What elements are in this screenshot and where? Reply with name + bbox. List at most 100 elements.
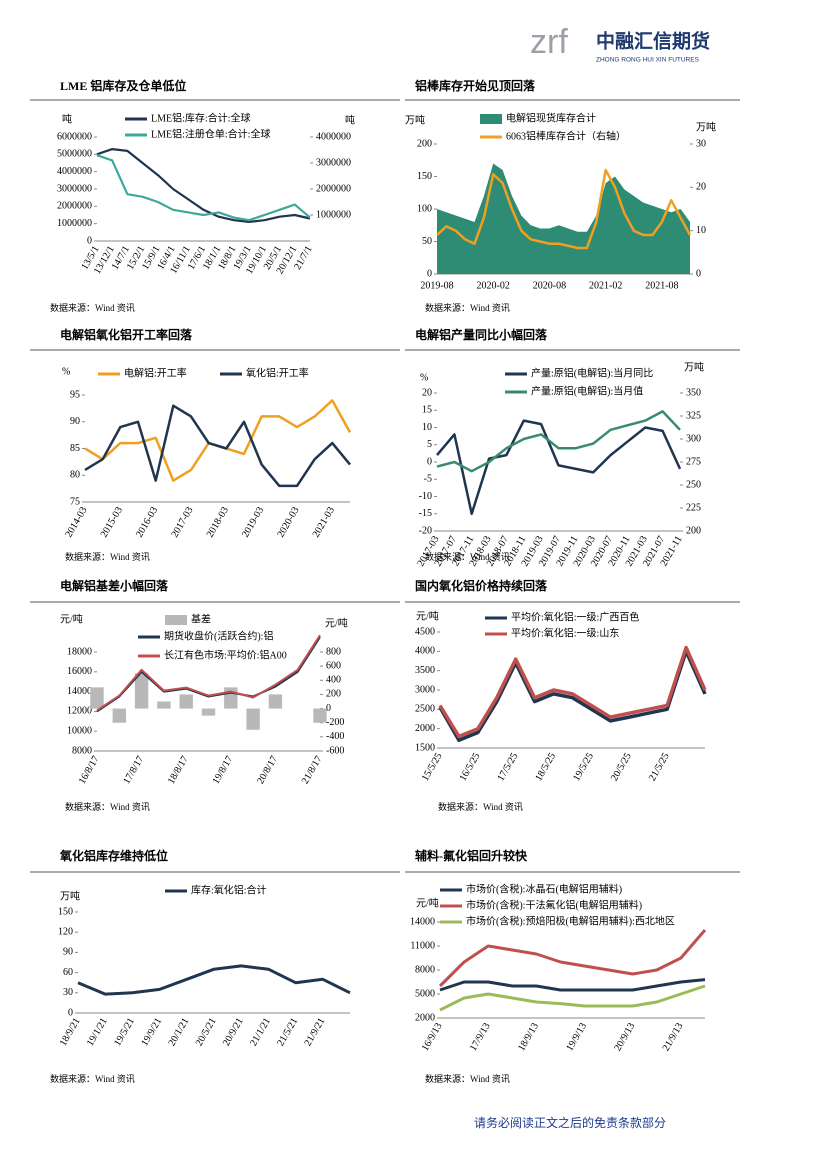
- y2-tick-label: 20: [696, 182, 706, 193]
- x-tick-label: 2014-03: [63, 505, 89, 539]
- line: [96, 634, 321, 712]
- y-tick-label: 3000: [415, 684, 435, 695]
- x-tick-label: 15/5/25: [420, 751, 445, 783]
- y-tick-label: 30: [63, 987, 73, 998]
- y-tick-label: 14000: [410, 916, 435, 927]
- legend-label: LME铝:库存:合计:全球: [151, 111, 250, 124]
- legend-label: 库存:氧化铝:合计: [191, 883, 267, 896]
- y-tick-label: 50: [422, 236, 432, 247]
- y-tick-label: 1500: [415, 742, 435, 753]
- source: 数据来源：Wind 资讯: [425, 551, 510, 562]
- y-axis-label: 元/吨: [416, 609, 439, 622]
- y-tick-label: 150: [417, 171, 432, 182]
- x-tick-label: 2019-03: [240, 505, 266, 539]
- legend-label: 市场价(含税):冰晶石(电解铝用辅料): [466, 882, 622, 895]
- y2-tick-label: 250: [686, 479, 701, 490]
- x-tick-label: 2019-08: [420, 280, 453, 291]
- y2-tick-label: 225: [686, 502, 701, 513]
- x-tick-label: 19/1/21: [85, 1016, 110, 1048]
- source: 数据来源：Wind 资讯: [65, 801, 150, 812]
- bar: [268, 694, 283, 709]
- legend-label: 平均价:氧化铝:一级:广西百色: [511, 610, 639, 623]
- chart-title: LME 铝库存及仓单低位: [60, 78, 186, 93]
- y2-axis-label: 万吨: [684, 360, 704, 373]
- bar: [201, 708, 216, 716]
- y-tick-label: 0: [68, 1007, 73, 1018]
- y2-tick-label: 400: [326, 675, 341, 686]
- y-tick-label: 2000: [415, 723, 435, 734]
- y-axis-label: 万吨: [405, 113, 425, 126]
- line: [84, 399, 352, 482]
- legend-label: 长江有色市场:平均价:铝A00: [164, 648, 287, 661]
- chart-title: 电解铝氧化铝开工率回落: [60, 327, 193, 342]
- y-tick-label: 2000000: [57, 201, 92, 212]
- y-tick-label: 75: [70, 496, 80, 507]
- y2-tick-label: 350: [686, 387, 701, 398]
- x-tick-label: 2018-03: [205, 505, 231, 539]
- x-tick-label: 21/1/21: [248, 1016, 273, 1048]
- y2-tick-label: 275: [686, 456, 701, 467]
- line: [439, 978, 706, 992]
- y2-tick-label: -200: [326, 717, 344, 728]
- y-tick-label: 0: [427, 456, 432, 467]
- y2-tick-label: 800: [326, 646, 341, 657]
- y-tick-label: 200: [417, 138, 432, 149]
- y-axis-label: %: [420, 372, 428, 383]
- legend-swatch: [480, 114, 502, 124]
- legend-label: 6063铝棒库存合计（右轴）: [506, 129, 626, 142]
- y-tick-label: 0: [87, 235, 92, 246]
- y2-axis-label: 元/吨: [325, 616, 348, 629]
- y2-tick-label: 3000000: [316, 157, 351, 168]
- y2-tick-label: 10: [696, 225, 706, 236]
- x-tick-label: 18/9/21: [58, 1016, 83, 1048]
- y2-tick-label: 200: [326, 689, 341, 700]
- y-tick-label: 10000: [67, 725, 92, 736]
- x-tick-label: 21/5/21: [275, 1016, 300, 1048]
- chart-title: 铝棒库存开始见顶回落: [415, 78, 536, 93]
- y-tick-label: 20: [422, 387, 432, 398]
- legend-label: 产量:原铝(电解铝):当月同比: [531, 366, 653, 379]
- y-tick-label: 10: [422, 422, 432, 433]
- y-tick-label: 60: [63, 967, 73, 978]
- x-tick-label: 21/5/25: [647, 751, 672, 783]
- legend-label: 市场价(含税):预焙阳极(电解铝用辅料):西北地区: [466, 914, 675, 927]
- legend-label: 市场价(含税):干法氟化铝(电解铝用辅料): [466, 898, 642, 911]
- y-tick-label: -10: [419, 491, 432, 502]
- line: [438, 649, 707, 743]
- x-tick-label: 20/5/25: [609, 751, 634, 783]
- y-axis-label: 元/吨: [60, 612, 83, 625]
- y-tick-label: 2000: [415, 1012, 435, 1023]
- x-tick-label: 19/9/13: [564, 1021, 589, 1053]
- bar: [246, 708, 260, 730]
- line: [439, 984, 706, 1012]
- y-tick-label: 85: [70, 443, 80, 454]
- y-tick-label: 150: [58, 906, 73, 917]
- y-tick-label: 100: [417, 203, 432, 214]
- y2-tick-label: 1000000: [316, 209, 351, 220]
- y2-tick-label: -600: [326, 745, 344, 756]
- x-tick-label: 18/9/13: [516, 1021, 541, 1053]
- x-tick-label: 2017-03: [169, 505, 195, 539]
- x-tick-label: 19/9/21: [139, 1016, 164, 1048]
- x-tick-label: 17/5/25: [495, 751, 520, 783]
- x-tick-label: 18/5/25: [533, 751, 558, 783]
- y2-tick-label: 325: [686, 410, 701, 421]
- x-tick-label: 2021-02: [589, 280, 622, 291]
- footer: 请务必阅读正文之后的免责条款部分: [474, 1115, 666, 1130]
- chart-title: 电解铝产量同比小幅回落: [415, 327, 548, 342]
- y-tick-label: 0: [427, 268, 432, 279]
- y-tick-label: 16000: [67, 666, 92, 677]
- line: [438, 929, 707, 988]
- source: 数据来源：Wind 资讯: [50, 1073, 135, 1084]
- legend-label: 电解铝:开工率: [124, 366, 187, 379]
- x-tick-label: 20/9/21: [221, 1016, 246, 1048]
- y2-tick-label: 300: [686, 433, 701, 444]
- x-tick-label: 17/8/17: [121, 754, 146, 786]
- line: [84, 404, 351, 488]
- x-tick-label: 18/8/17: [166, 754, 191, 786]
- x-tick-label: 16/9/13: [420, 1021, 445, 1053]
- x-tick-label: 2015-03: [99, 505, 125, 539]
- y-tick-label: 3000000: [57, 183, 92, 194]
- y2-axis-label: 吨: [345, 113, 355, 126]
- y2-tick-label: 0: [696, 268, 701, 279]
